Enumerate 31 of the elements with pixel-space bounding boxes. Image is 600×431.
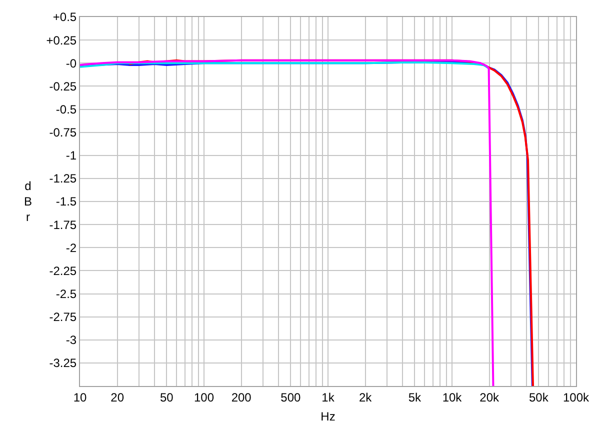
x-tick-label: 10k xyxy=(442,390,463,404)
y-tick-label: -2 xyxy=(66,240,77,255)
x-tick-label: 50 xyxy=(160,390,174,404)
x-tick-label: 20k xyxy=(480,390,500,404)
y-tick-label: -3.25 xyxy=(49,356,77,370)
x-tick-label: 5k xyxy=(408,390,422,404)
y-tick-label: -0 xyxy=(66,56,77,70)
x-tick-label: 200 xyxy=(231,390,252,404)
y-tick-label: -1.5 xyxy=(56,194,77,209)
x-tick-label: 100 xyxy=(194,390,214,404)
x-tick-label: 1k xyxy=(322,390,336,404)
x-axis-title: Hz xyxy=(320,409,336,424)
x-tick-label: 2k xyxy=(358,390,373,404)
x-tick-label: 100k xyxy=(562,390,590,404)
y-tick-label: -1.25 xyxy=(49,172,77,186)
y-tick-label: +0.25 xyxy=(46,33,77,48)
y-tick-label: -1.75 xyxy=(49,218,77,232)
y-tick-label: -1 xyxy=(66,148,77,163)
y-axis-title: dBr xyxy=(24,179,32,224)
y-tick-label: -0.25 xyxy=(49,79,77,94)
y-tick-label: -2.75 xyxy=(49,310,77,324)
y-tick-label: -0.75 xyxy=(49,126,77,140)
y-tick-label: -2.5 xyxy=(56,286,77,301)
x-tick-label: 10 xyxy=(73,390,87,404)
y-tick-label: -0.5 xyxy=(56,102,77,116)
y-tick-label: -2.25 xyxy=(49,264,77,278)
y-tick-label: -3 xyxy=(66,333,77,348)
y-tick-label: +0.5 xyxy=(52,10,77,24)
x-tick-label: 500 xyxy=(280,390,301,404)
x-tick-label: 50k xyxy=(528,390,550,404)
x-tick-label: 20 xyxy=(110,390,124,404)
